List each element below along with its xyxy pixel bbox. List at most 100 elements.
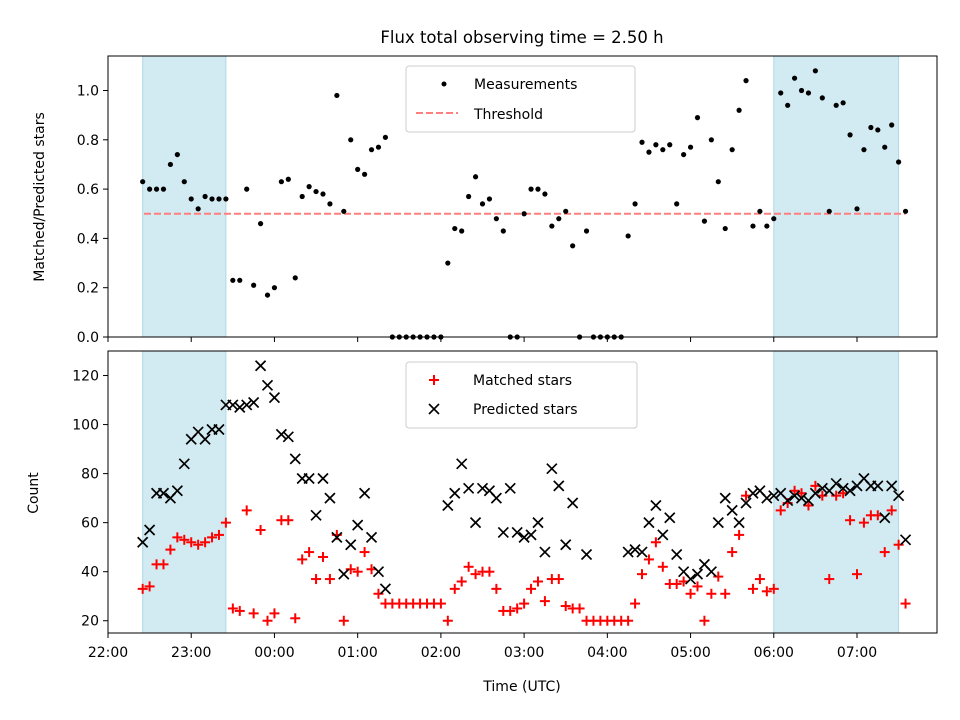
measurement-point [167, 161, 174, 168]
predicted-star-point [643, 517, 655, 529]
measurement-point [375, 144, 382, 150]
predicted-star-point [345, 539, 357, 551]
measurement-point [556, 216, 562, 222]
predicted-star-point [476, 482, 489, 494]
measurement-point [854, 206, 860, 212]
matched-star-point [158, 559, 169, 570]
matched-star-point [553, 574, 564, 585]
matched-star-point [768, 583, 779, 594]
measurement-point [147, 186, 153, 192]
matched-star-point [692, 581, 703, 592]
matched-star-point [311, 574, 322, 585]
matched-star-point [637, 569, 648, 580]
predicted-star-point [282, 431, 294, 443]
predicted-star-point [137, 536, 149, 548]
measurement-point [327, 201, 333, 207]
measurement-point [355, 166, 361, 172]
predicted-star-point [719, 492, 731, 504]
predicted-star-point [497, 526, 509, 539]
measurement-point [244, 186, 250, 192]
measurement-point [237, 277, 243, 283]
predicted-star-point [830, 477, 842, 490]
predicted-star-point [199, 433, 211, 445]
x-tick-label: 06:00 [754, 645, 794, 661]
predicted-star-point [546, 463, 558, 475]
top-y-axis-label: Matched/Predicted stars [32, 112, 48, 282]
measurement-point [223, 196, 229, 202]
measurement-point [660, 147, 666, 153]
predicted-star-point [816, 482, 828, 494]
measurement-point [722, 225, 728, 232]
measurement-point [791, 75, 798, 81]
measurement-point [313, 188, 319, 195]
measurement-point [334, 92, 340, 99]
measurement-point [542, 191, 548, 197]
matched-star-point [186, 537, 197, 548]
measurement-point [285, 176, 291, 182]
predicted-star-point [490, 492, 502, 504]
matched-star-point [144, 581, 155, 592]
matched-star-point [352, 566, 363, 577]
matched-star-point [297, 554, 308, 565]
matched-star-point [470, 569, 481, 580]
measurement-point [653, 142, 659, 148]
measurement-point [625, 233, 631, 239]
x-axis-label: Time (UTC) [482, 679, 560, 695]
matched-star-point [324, 574, 335, 585]
count-points [137, 360, 912, 626]
measurement-point [320, 191, 326, 197]
predicted-star-point [560, 539, 572, 551]
matched-star-point [852, 569, 862, 580]
matched-star-point [831, 490, 842, 501]
y-tick-label: 60 [81, 516, 99, 532]
predicted-star-point [726, 504, 738, 516]
matched-star-point [449, 583, 460, 594]
matched-star-point [671, 578, 682, 589]
measurement-point [882, 144, 888, 150]
matched-star-point [193, 539, 204, 550]
y-tick-label: 40 [81, 565, 99, 581]
measurement-point [889, 122, 895, 128]
matched-star-point [747, 583, 758, 594]
x-tick-label: 02:00 [421, 645, 461, 661]
matched-star-point [845, 515, 856, 526]
measurement-point [757, 208, 763, 214]
matched-star-point [727, 547, 738, 558]
predicted-star-point [463, 482, 475, 494]
measurement-point [264, 292, 271, 298]
matched-star-point [165, 544, 176, 555]
predicted-star-point [899, 534, 912, 546]
predicted-star-point [442, 499, 454, 512]
matched-star-point [213, 529, 224, 540]
predicted-star-point [844, 485, 856, 497]
predicted-star-point [338, 568, 350, 580]
predicted-star-point [684, 573, 697, 585]
observing-window [142, 55, 227, 338]
predicted-star-point [788, 490, 801, 502]
top-legend: Measurements Threshold [405, 65, 636, 133]
observing-window [142, 350, 227, 634]
measurement-point [694, 115, 701, 121]
matched-star-point [456, 576, 467, 587]
measurement-point [209, 196, 215, 202]
y-tick-label: 80 [81, 467, 99, 483]
predicted-star-point [657, 529, 669, 541]
y-tick-label: 0.4 [77, 231, 99, 247]
matched-star-point [858, 517, 869, 528]
predicted-star-point [324, 492, 336, 504]
matched-star-point [900, 598, 911, 609]
predicted-star-point [636, 546, 648, 558]
measurement-point [750, 223, 756, 229]
matched-star-point [255, 525, 266, 536]
predicted-star-point [747, 487, 759, 499]
predicted-star-point [227, 399, 239, 411]
legend-matched-marker [429, 375, 439, 385]
matched-star-point [879, 547, 890, 558]
measurement-point [535, 186, 541, 192]
predicted-star-point [893, 490, 905, 502]
measurement-point [764, 223, 770, 229]
predicted-star-point [310, 509, 322, 521]
measurement-point [466, 193, 472, 200]
predicted-star-point [671, 548, 683, 561]
measurement-point [771, 216, 777, 222]
